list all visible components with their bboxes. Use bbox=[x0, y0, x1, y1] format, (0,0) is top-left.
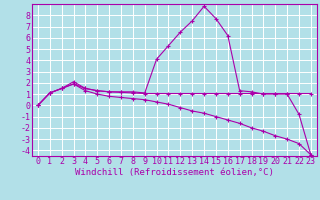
X-axis label: Windchill (Refroidissement éolien,°C): Windchill (Refroidissement éolien,°C) bbox=[75, 168, 274, 177]
